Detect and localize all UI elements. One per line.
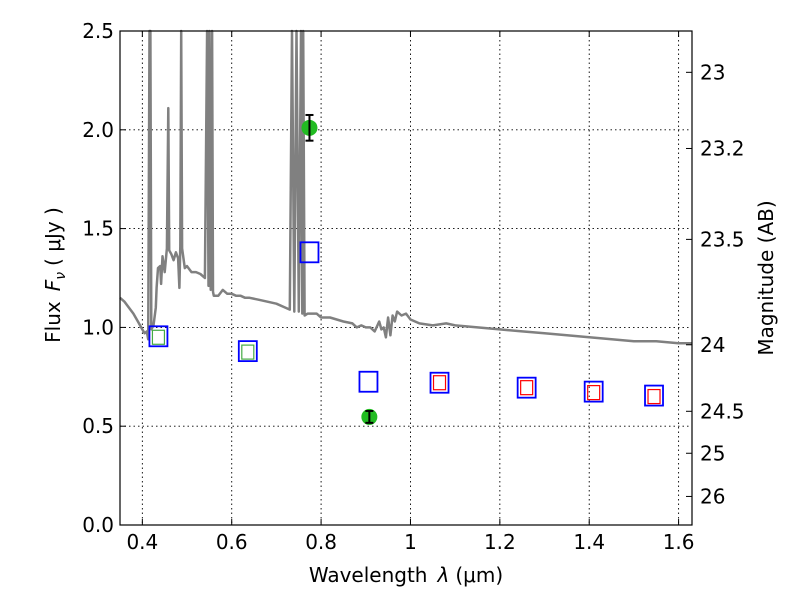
y2-tick-label: 23.2	[700, 136, 745, 160]
inner-square-marker	[520, 380, 534, 396]
x-tick-label: 1.4	[573, 530, 605, 554]
marker-layer	[148, 113, 664, 425]
y-tick-label: 2.0	[82, 118, 114, 142]
y2-tick-label: 25	[700, 441, 725, 465]
tick-layer: 0.4 0.6 0.8 1 1.2 1.4 1.6 0.0 0.5 1.0 1.5 2.0 2.5 23 2…	[82, 19, 744, 554]
inner-square-marker	[151, 329, 166, 345]
blue-square-marker	[644, 384, 664, 407]
y-tick-label: 0.0	[82, 513, 114, 537]
x-axis-label: Wavelength λ (μm)	[309, 563, 503, 587]
y-axis-label: FluxFν( μJy )	[41, 207, 69, 343]
spectrum-layer	[119, 29, 692, 345]
x-tick-label: 1	[404, 530, 417, 554]
blue-square-marker	[429, 371, 450, 394]
y2-axis-label: Magnitude (AB)	[754, 200, 778, 355]
y-tick-label: 1.5	[82, 217, 114, 241]
blue-square-marker	[299, 241, 320, 264]
y-tick-label: 1.0	[82, 315, 114, 339]
inner-square-marker	[587, 385, 601, 401]
x-tick-label: 0.6	[216, 530, 248, 554]
x-tick-label: 0.8	[305, 530, 337, 554]
x-tick-label: 0.4	[126, 530, 158, 554]
blue-square-marker	[516, 376, 537, 399]
inner-square-marker	[432, 375, 447, 391]
spectrum-line	[119, 29, 692, 345]
y-tick-label: 0.5	[82, 414, 114, 438]
y2-tick-label: 23	[700, 60, 725, 84]
blue-square-marker	[237, 340, 258, 363]
inner-square-marker	[241, 344, 255, 360]
y2-tick-label: 24.5	[700, 399, 745, 423]
y-tick-label: 2.5	[82, 19, 114, 43]
y2-tick-label: 24	[700, 333, 725, 357]
x-tick-label: 1.2	[484, 530, 516, 554]
plot-frame	[119, 30, 693, 526]
y2-tick-label: 26	[700, 484, 725, 508]
blue-square-marker	[583, 380, 604, 403]
y2-tick-label: 23.5	[700, 227, 745, 251]
blue-square-marker	[358, 370, 379, 393]
x-tick-label: 1.6	[663, 530, 695, 554]
inner-square-marker	[647, 388, 661, 405]
blue-square-marker	[148, 325, 169, 348]
